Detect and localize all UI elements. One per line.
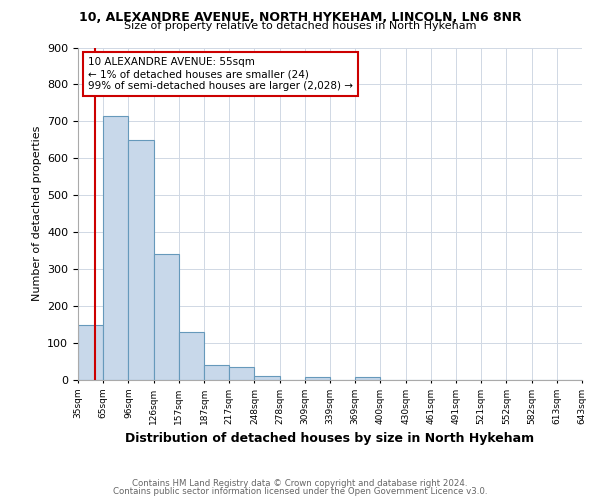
Bar [305,377,330,380]
Bar [179,332,204,380]
Bar [154,254,179,380]
Bar [128,140,154,380]
Text: Contains public sector information licensed under the Open Government Licence v3: Contains public sector information licen… [113,487,487,496]
Bar [103,116,128,380]
Text: 10 ALEXANDRE AVENUE: 55sqm
← 1% of detached houses are smaller (24)
99% of semi-: 10 ALEXANDRE AVENUE: 55sqm ← 1% of detac… [88,58,353,90]
X-axis label: Distribution of detached houses by size in North Hykeham: Distribution of detached houses by size … [125,432,535,446]
Bar [204,365,229,380]
Bar [355,377,380,380]
Y-axis label: Number of detached properties: Number of detached properties [32,126,41,302]
Text: Contains HM Land Registry data © Crown copyright and database right 2024.: Contains HM Land Registry data © Crown c… [132,478,468,488]
Bar [78,324,103,380]
Text: Size of property relative to detached houses in North Hykeham: Size of property relative to detached ho… [124,21,476,31]
Text: 10, ALEXANDRE AVENUE, NORTH HYKEHAM, LINCOLN, LN6 8NR: 10, ALEXANDRE AVENUE, NORTH HYKEHAM, LIN… [79,11,521,24]
Bar [254,376,280,380]
Bar [229,367,254,380]
